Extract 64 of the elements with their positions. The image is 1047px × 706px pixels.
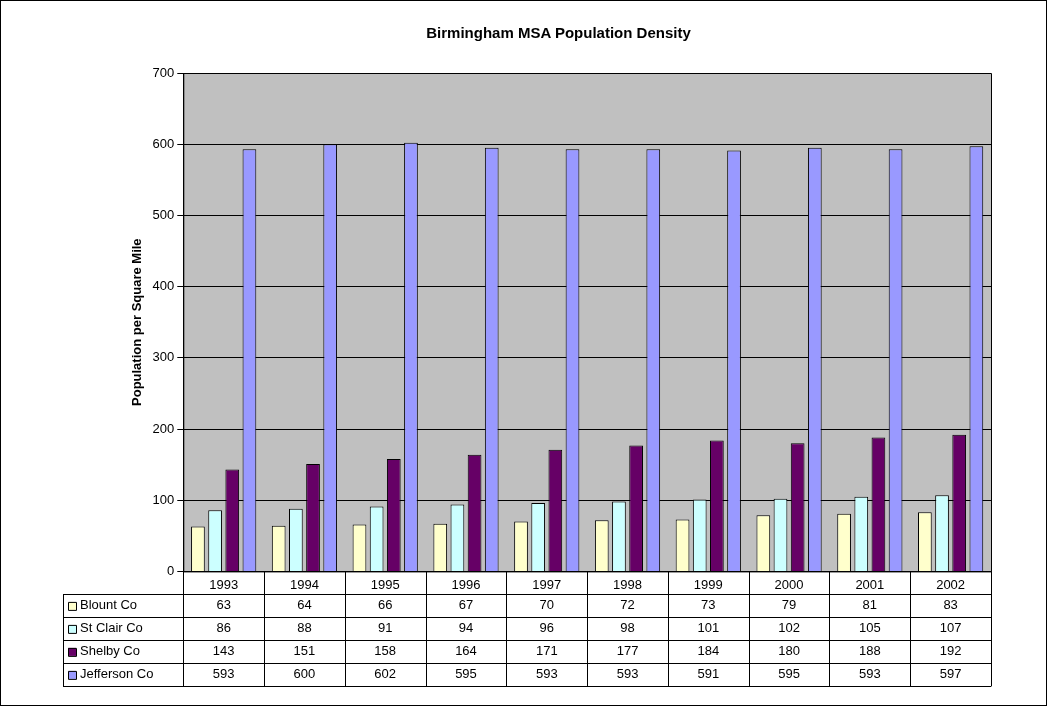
data-label: 602: [374, 666, 397, 682]
data-label: 184: [697, 643, 720, 659]
data-label: 94: [458, 620, 474, 636]
data-label: 64: [297, 597, 312, 613]
data-label: 73: [701, 597, 716, 613]
y-tick-label: 700: [152, 64, 175, 80]
y-tick-label: 300: [152, 349, 175, 365]
data-label: 192: [939, 643, 962, 659]
data-label: 88: [297, 620, 312, 636]
data-label: 600: [293, 666, 316, 682]
data-label: 158: [374, 643, 397, 659]
legend-label: Blount Co: [80, 597, 138, 613]
data-label: 66: [377, 597, 393, 613]
data-label: 83: [943, 597, 958, 613]
data-label: 102: [778, 620, 800, 636]
data-label: 180: [778, 643, 800, 659]
data-label: 164: [455, 643, 477, 659]
x-tick-label: 1999: [693, 576, 723, 592]
legend-label: St Clair Co: [80, 620, 143, 636]
x-tick-label: 1996: [451, 576, 481, 592]
data-label: 593: [858, 666, 881, 682]
data-label: 79: [781, 597, 797, 613]
data-label: 593: [212, 666, 235, 682]
x-tick-label: 1994: [289, 576, 319, 592]
legend-label: Jefferson Co: [80, 666, 154, 682]
data-label: 96: [539, 620, 554, 636]
data-label: 70: [539, 597, 554, 613]
data-label: 63: [216, 597, 231, 613]
data-label: 91: [377, 620, 393, 636]
data-label: 98: [620, 620, 635, 636]
y-tick-label: 600: [152, 135, 175, 151]
data-label: 595: [455, 666, 477, 682]
y-tick-label: 0: [167, 562, 175, 578]
y-tick-label: 500: [152, 206, 175, 222]
data-label: 188: [858, 643, 881, 659]
chart-title: Birmingham MSA Population Density: [426, 24, 692, 42]
data-label: 107: [939, 620, 962, 636]
data-label: 171: [535, 643, 558, 659]
data-label: 105: [858, 620, 881, 636]
data-label: 143: [212, 643, 235, 659]
x-tick-label: 1997: [532, 576, 562, 592]
x-tick-label: 1995: [370, 576, 400, 592]
data-label: 595: [778, 666, 800, 682]
x-tick-label: 1993: [209, 576, 239, 592]
x-tick-label: 2001: [855, 576, 885, 592]
y-tick-label: 200: [152, 420, 175, 436]
data-label: 67: [458, 597, 474, 613]
y-tick-label: 400: [152, 278, 175, 294]
y-axis-title: Population per Square Mile: [129, 238, 145, 406]
data-label: 151: [293, 643, 316, 659]
data-label: 593: [535, 666, 558, 682]
legend-label: Shelby Co: [80, 643, 140, 659]
data-label: 101: [697, 620, 720, 636]
data-label: 177: [616, 643, 639, 659]
data-label: 593: [616, 666, 639, 682]
y-tick-label: 100: [152, 491, 175, 507]
data-label: 72: [620, 597, 635, 613]
data-label: 81: [862, 597, 878, 613]
x-tick-label: 2000: [774, 576, 804, 592]
x-tick-label: 1998: [613, 576, 642, 592]
data-label: 591: [697, 666, 720, 682]
data-label: 597: [939, 666, 962, 682]
data-label: 86: [216, 620, 231, 636]
x-tick-label: 2002: [936, 576, 966, 592]
